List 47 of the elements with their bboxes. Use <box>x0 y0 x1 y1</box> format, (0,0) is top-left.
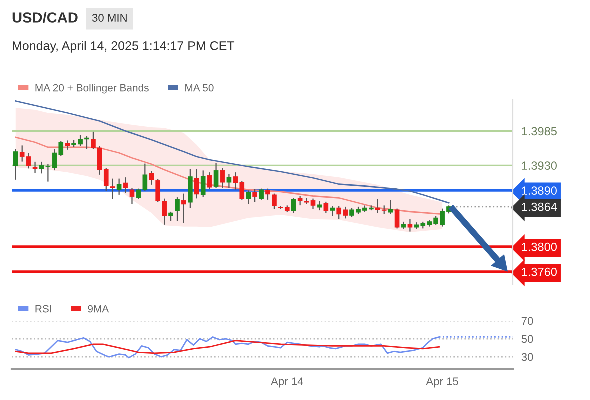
candlestick <box>214 163 219 188</box>
y-tick-label: 1.3985 <box>522 127 557 136</box>
x-tick-label: Apr 14 <box>271 378 304 388</box>
candlestick <box>266 188 270 200</box>
x-tick-label: Apr 15 <box>426 378 458 388</box>
y-tick-label: 1.3930 <box>522 162 557 170</box>
y-tick-label: 50 <box>522 335 534 344</box>
candlestick <box>32 162 38 174</box>
candlestick <box>182 194 186 224</box>
candlestick <box>259 188 264 200</box>
legend-label: RSI <box>36 305 52 313</box>
candlestick <box>388 200 394 214</box>
chart-title: USD/CAD <box>12 12 78 24</box>
candlestick <box>149 171 154 185</box>
candlestick <box>272 194 277 210</box>
candlestick <box>226 174 232 188</box>
y-tick-label: 70 <box>522 317 534 326</box>
candlestick <box>246 190 252 204</box>
y-tick-label: 30 <box>522 353 534 362</box>
candlestick <box>175 198 180 222</box>
candlestick <box>252 189 258 202</box>
legend-label: MA 50 <box>186 84 214 92</box>
candlestick <box>200 170 206 198</box>
candlestick <box>194 169 200 199</box>
candlestick <box>324 202 329 214</box>
y-tick-label: 1.3760 <box>522 268 557 276</box>
candlestick <box>291 198 296 214</box>
candlestick <box>116 178 122 195</box>
candlestick <box>130 188 135 204</box>
chart-subtitle: 30 MIN <box>92 14 127 22</box>
candlestick <box>310 198 316 210</box>
legend-label: 9MA <box>88 305 110 313</box>
candlestick <box>317 201 322 211</box>
text: Monday, April 14, 2025 1:14:17 PM CET <box>13 41 235 53</box>
candlestick <box>123 178 128 194</box>
y-tick-label: 1.3890 <box>522 186 557 196</box>
candlestick <box>207 172 212 190</box>
candlestick <box>220 168 226 188</box>
line-series <box>15 340 440 354</box>
line-series <box>15 100 450 204</box>
candlestick <box>408 219 413 232</box>
y-tick-label: 1.3864 <box>522 202 558 212</box>
legend-label: MA 20 + Bollinger Bands <box>36 84 149 94</box>
candlestick <box>110 178 116 200</box>
candlestick <box>394 208 400 229</box>
y-tick-label: 1.3800 <box>522 242 557 252</box>
candlestick <box>13 149 18 180</box>
